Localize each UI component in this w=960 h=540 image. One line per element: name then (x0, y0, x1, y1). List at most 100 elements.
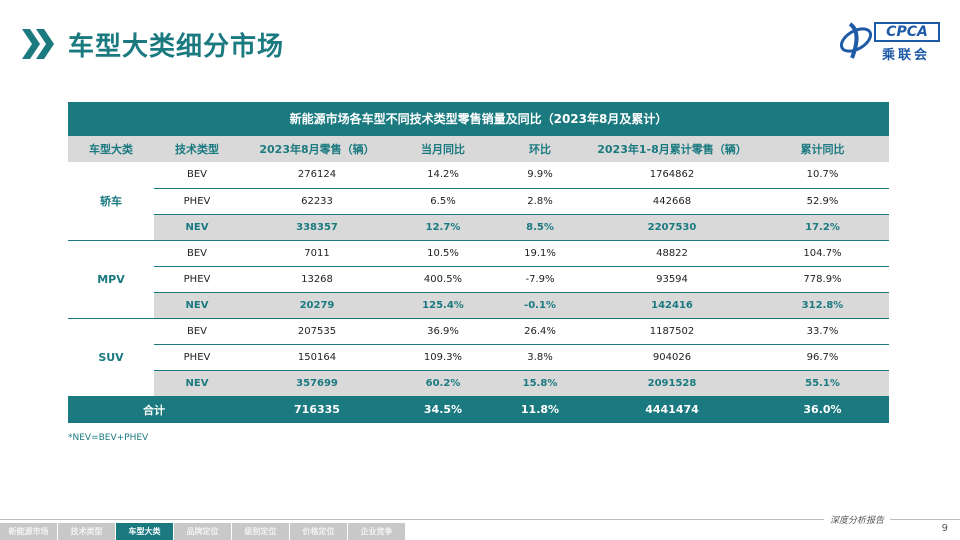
category-cell: MPV (68, 240, 154, 319)
page-header: 车型大类细分市场 (22, 24, 284, 64)
table-cell: 778.9% (756, 266, 889, 293)
table-cell: 2207530 (588, 214, 756, 241)
nav-item[interactable]: 新能源市场 (0, 523, 58, 540)
table-cell: 14.2% (394, 162, 492, 189)
table-cell: 9.9% (492, 162, 588, 189)
section-nav: 新能源市场 技术类型 车型大类 品牌定位 级别定位 价格定位 企业竞争 (0, 523, 406, 540)
table-row: PHEV 13268 400.5% -7.9% 93594 778.9% (68, 266, 889, 293)
table-cell: 8.5% (492, 214, 588, 241)
table-cell: 52.9% (756, 188, 889, 215)
table-cell: 34.5% (394, 396, 492, 423)
table-cell: 93594 (588, 266, 756, 293)
table-cell: 62233 (240, 188, 394, 215)
table-cell: 20279 (240, 292, 394, 319)
table-cell: 400.5% (394, 266, 492, 293)
table-row: SUV BEV 207535 36.9% 26.4% 1187502 33.7% (68, 318, 889, 397)
table-cell: 4441474 (588, 396, 756, 423)
total-label: 合计 (68, 396, 240, 423)
table-cell: 33.7% (756, 318, 889, 345)
nav-item-active[interactable]: 车型大类 (116, 523, 174, 540)
table-row: MPV BEV 7011 10.5% 19.1% 48822 104.7% (68, 240, 889, 319)
table-cell: 312.8% (756, 292, 889, 319)
table-cell: 276124 (240, 162, 394, 189)
page-title: 车型大类细分市场 (68, 31, 285, 62)
table-cell: 150164 (240, 344, 394, 371)
table-header-row: 车型大类 技术类型 2023年8月零售（辆） 当月同比 环比 2023年1-8月… (68, 136, 889, 162)
cpca-swirl-icon (839, 22, 873, 59)
column-header: 当月同比 (394, 136, 492, 162)
footer-divider (0, 519, 960, 520)
table-cell: 338357 (240, 214, 394, 241)
column-header: 车型大类 (68, 136, 154, 162)
table-cell: NEV (154, 214, 240, 241)
cpca-logo: CPCA 乘联会 (836, 18, 942, 64)
table-row: PHEV 150164 109.3% 3.8% 904026 96.7% (68, 344, 889, 371)
table-row: 轿车 BEV 276124 14.2% 9.9% 1764862 10.7% (68, 162, 889, 241)
table-cell: 96.7% (756, 344, 889, 371)
table-cell: 15.8% (492, 370, 588, 397)
table-cell: 109.3% (394, 344, 492, 371)
table-cell: 26.4% (492, 318, 588, 345)
logo-cn-text: 乘联会 (882, 48, 931, 63)
table-cell: 7011 (240, 240, 394, 267)
table-cell: 716335 (240, 396, 394, 423)
table-cell: 11.8% (492, 396, 588, 423)
nav-item[interactable]: 品牌定位 (174, 523, 232, 540)
page-number: 9 (941, 523, 948, 534)
table-cell: 3.8% (492, 344, 588, 371)
category-cell: 轿车 (68, 162, 154, 241)
table-cell: 104.7% (756, 240, 889, 267)
table-cell: 36.0% (756, 396, 889, 423)
table-cell: 125.4% (394, 292, 492, 319)
table-row-nev: NEV 357699 60.2% 15.8% 2091528 55.1% (68, 370, 889, 397)
table-cell: 19.1% (492, 240, 588, 267)
table-cell: 48822 (588, 240, 756, 267)
table-total-row: 合计 716335 34.5% 11.8% 4441474 36.0% (68, 396, 889, 423)
table-cell: NEV (154, 370, 240, 397)
table-cell: 2091528 (588, 370, 756, 397)
footnote: *NEV=BEV+PHEV (68, 433, 149, 443)
logo-text: CPCA (874, 22, 940, 42)
table-cell: PHEV (154, 188, 240, 215)
table-cell: 36.9% (394, 318, 492, 345)
nav-item[interactable]: 级别定位 (232, 523, 290, 540)
sales-table: 新能源市场各车型不同技术类型零售销量及同比（2023年8月及累计） 车型大类 技… (68, 102, 889, 423)
table-cell: 904026 (588, 344, 756, 371)
table-row-nev: NEV 20279 125.4% -0.1% 142416 312.8% (68, 292, 889, 319)
category-cell: SUV (68, 318, 154, 397)
table-cell: 12.7% (394, 214, 492, 241)
table-cell: 60.2% (394, 370, 492, 397)
table-cell: -0.1% (492, 292, 588, 319)
table-cell: BEV (154, 162, 240, 189)
table-cell: 2.8% (492, 188, 588, 215)
table-cell: 55.1% (756, 370, 889, 397)
table-cell: 1764862 (588, 162, 756, 189)
double-chevron-icon (22, 29, 56, 59)
table-cell: 442668 (588, 188, 756, 215)
table-row-nev: NEV 338357 12.7% 8.5% 2207530 17.2% (68, 214, 889, 241)
column-header: 技术类型 (154, 136, 240, 162)
table-cell: BEV (154, 240, 240, 267)
table-cell: 10.5% (394, 240, 492, 267)
table-cell: 10.7% (756, 162, 889, 189)
column-header: 2023年8月零售（辆） (240, 136, 394, 162)
column-header: 2023年1-8月累计零售（辆） (588, 136, 756, 162)
table-cell: PHEV (154, 266, 240, 293)
nav-item[interactable]: 价格定位 (290, 523, 348, 540)
table-cell: 207535 (240, 318, 394, 345)
table-cell: 1187502 (588, 318, 756, 345)
column-header: 环比 (492, 136, 588, 162)
table-cell: 357699 (240, 370, 394, 397)
table-cell: 142416 (588, 292, 756, 319)
table-cell: 13268 (240, 266, 394, 293)
column-header: 累计同比 (756, 136, 889, 162)
table-row: PHEV 62233 6.5% 2.8% 442668 52.9% (68, 188, 889, 215)
table-cell: 6.5% (394, 188, 492, 215)
table-title: 新能源市场各车型不同技术类型零售销量及同比（2023年8月及累计） (68, 102, 889, 136)
table-cell: 17.2% (756, 214, 889, 241)
nav-item[interactable]: 技术类型 (58, 523, 116, 540)
table-cell: -7.9% (492, 266, 588, 293)
table-cell: NEV (154, 292, 240, 319)
footer-tagline: 深度分析报告 (823, 513, 890, 526)
nav-item[interactable]: 企业竞争 (348, 523, 406, 540)
